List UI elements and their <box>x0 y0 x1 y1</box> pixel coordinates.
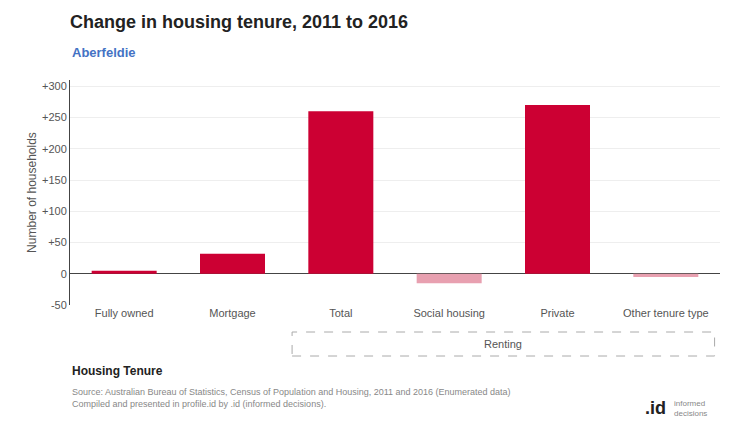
svg-text:Housing Tenure: Housing Tenure <box>72 364 163 378</box>
svg-text:Mortgage: Mortgage <box>209 307 255 319</box>
svg-text:+300: +300 <box>42 80 67 92</box>
svg-text:-50: -50 <box>51 299 67 311</box>
svg-text:Other tenure type: Other tenure type <box>623 307 709 319</box>
svg-text:Source: Australian Bureau of S: Source: Australian Bureau of Statistics,… <box>72 387 511 409</box>
svg-text:Change in housing tenure, 2011: Change in housing tenure, 2011 to 2016 <box>70 12 408 32</box>
svg-text:0: 0 <box>61 268 67 280</box>
svg-text:Total: Total <box>329 307 352 319</box>
svg-text:informeddecisions: informeddecisions <box>674 399 707 418</box>
svg-text:+200: +200 <box>42 143 67 155</box>
svg-text:+150: +150 <box>42 174 67 186</box>
svg-text:Number of households: Number of households <box>25 132 39 253</box>
svg-text:+100: +100 <box>42 205 67 217</box>
svg-text:Social housing: Social housing <box>413 307 485 319</box>
svg-text:.id: .id <box>645 398 666 418</box>
svg-text:+250: +250 <box>42 111 67 123</box>
svg-text:Aberfeldie: Aberfeldie <box>72 45 136 60</box>
svg-text:Private: Private <box>540 307 574 319</box>
svg-text:Renting: Renting <box>484 338 522 350</box>
svg-text:+50: +50 <box>48 236 67 248</box>
svg-text:Fully owned: Fully owned <box>95 307 154 319</box>
